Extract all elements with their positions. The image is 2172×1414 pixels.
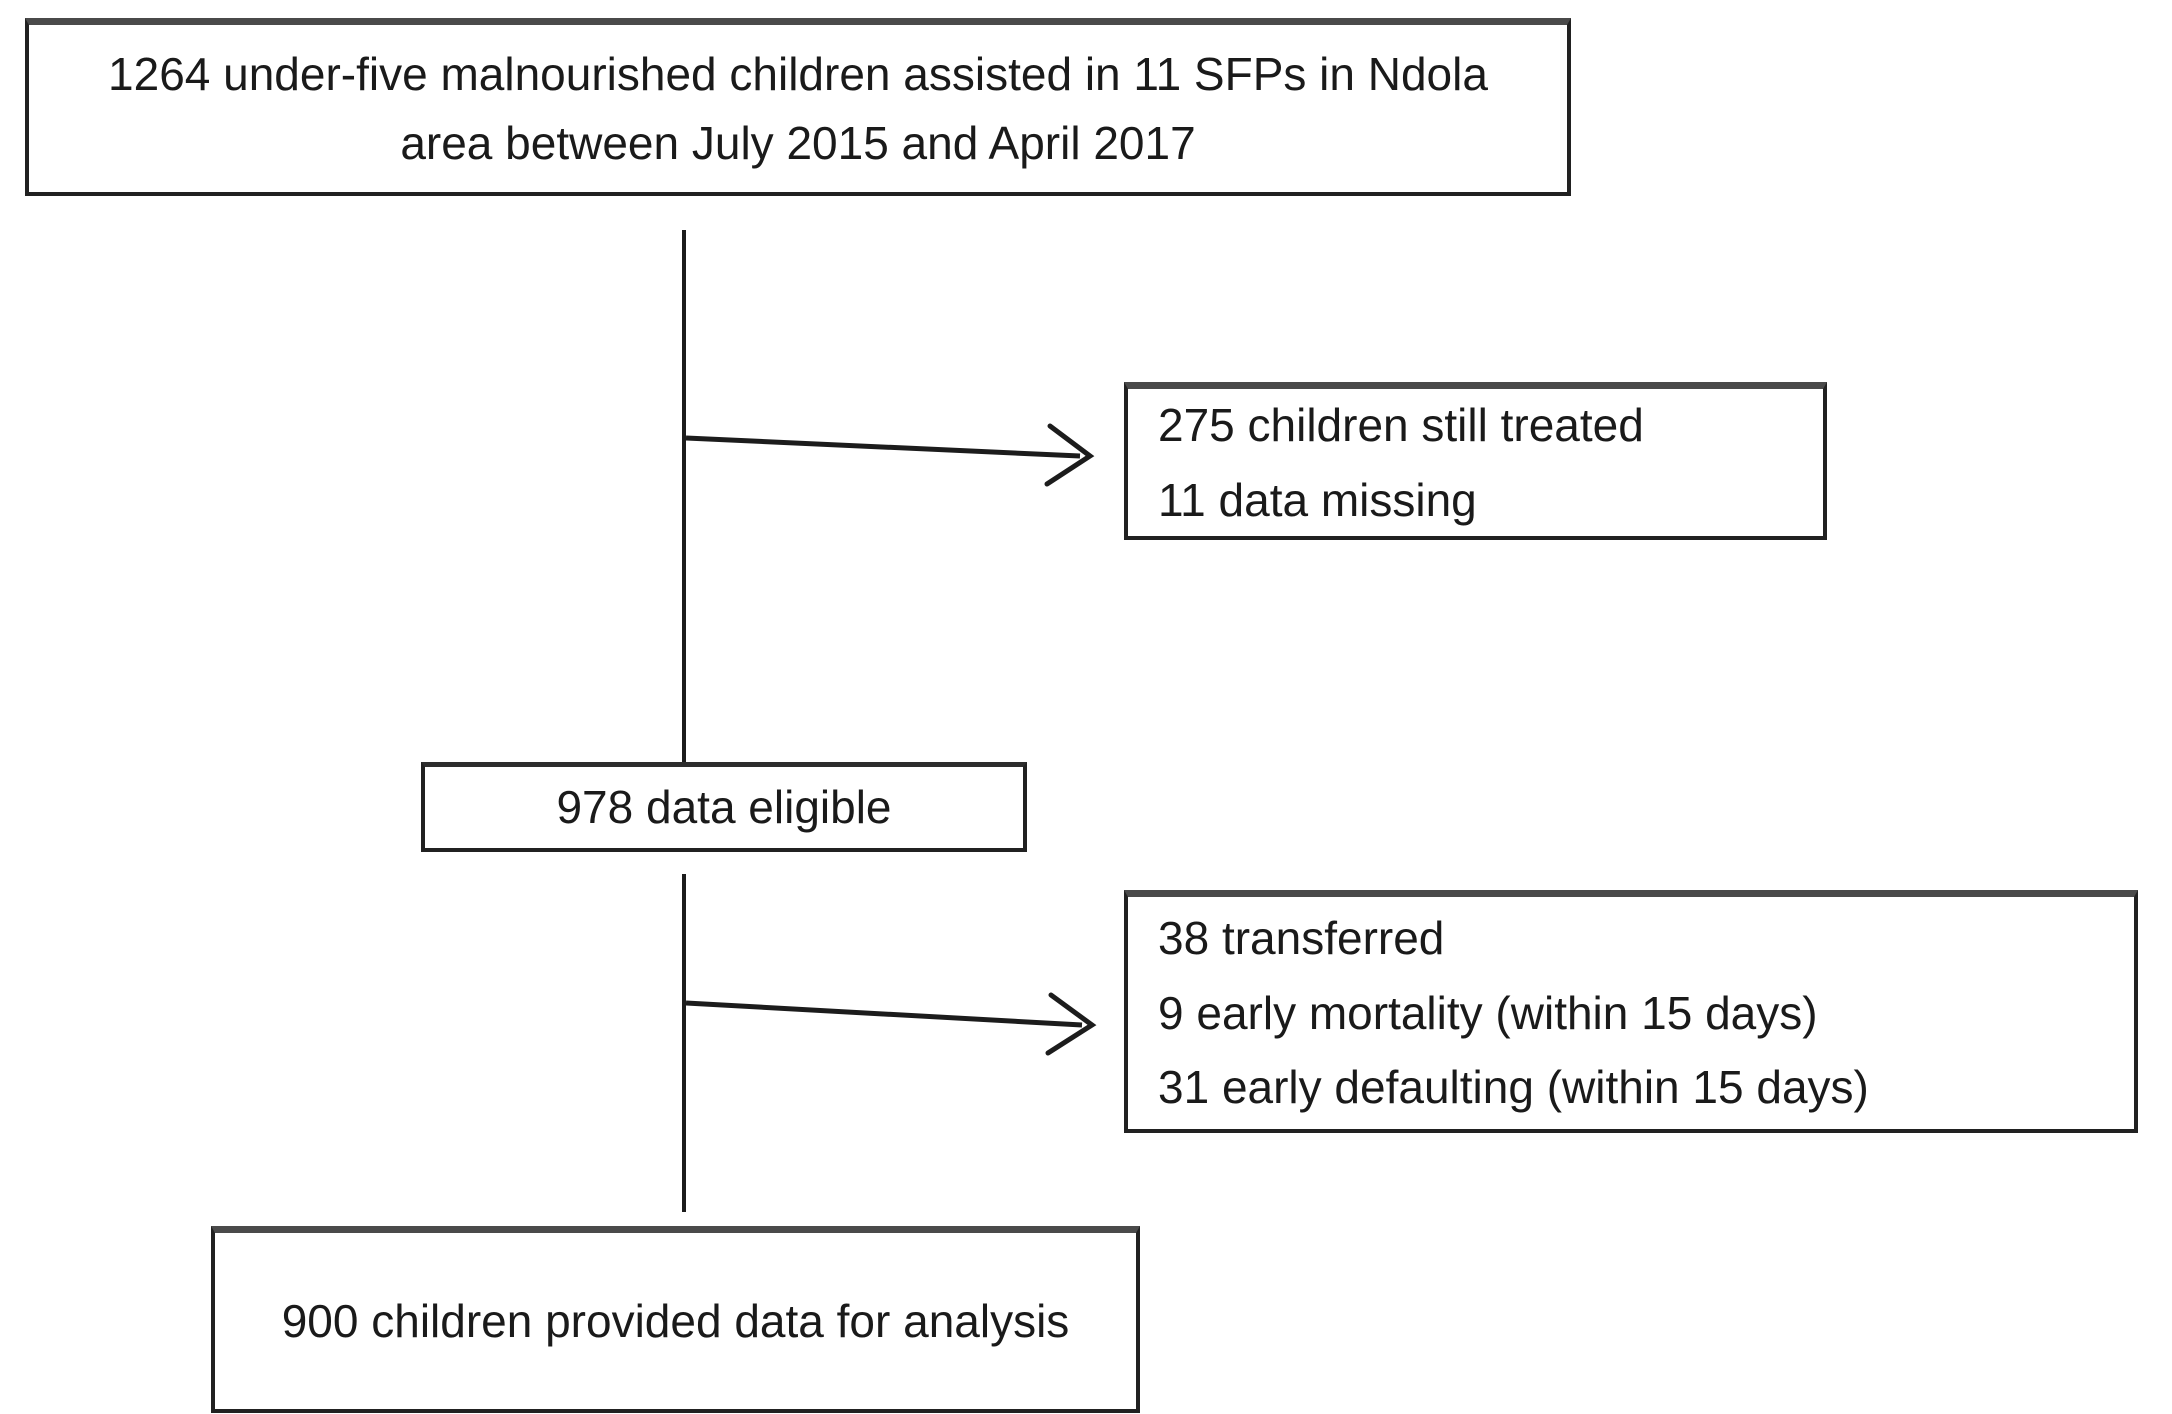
excluded-first-line-2: 11 data missing (1158, 473, 1477, 526)
node-eligible-text: 978 data eligible (556, 781, 892, 833)
node-source: 1264 under-five malnourished children as… (25, 18, 1571, 196)
excluded-second-line-1: 38 transferred (1158, 912, 1445, 965)
node-excluded-first: 275 children still treated 11 data missi… (1124, 382, 1827, 540)
node-eligible: 978 data eligible (421, 762, 1027, 852)
node-analyzed: 900 children provided data for analysis (211, 1226, 1140, 1413)
node-source-text: 1264 under-five malnourished children as… (108, 47, 1488, 169)
node-analyzed-text: 900 children provided data for analysis (281, 1294, 1070, 1347)
excluded-second-line-3: 31 early defaulting (within 15 days) (1158, 1061, 1869, 1114)
excluded-first-line-1: 275 children still treated (1158, 398, 1644, 451)
excluded-second-line-2: 9 early mortality (within 15 days) (1158, 986, 1818, 1039)
node-excluded-second: 38 transferred 9 early mortality (within… (1124, 890, 2138, 1133)
flow-arrow-shaft-excluded-first (685, 435, 1081, 459)
flow-arrow-shaft-excluded-second (685, 1000, 1083, 1028)
arrowhead-icon-excluded-first (1044, 423, 1095, 487)
arrowhead-icon-excluded-second (1045, 992, 1097, 1056)
